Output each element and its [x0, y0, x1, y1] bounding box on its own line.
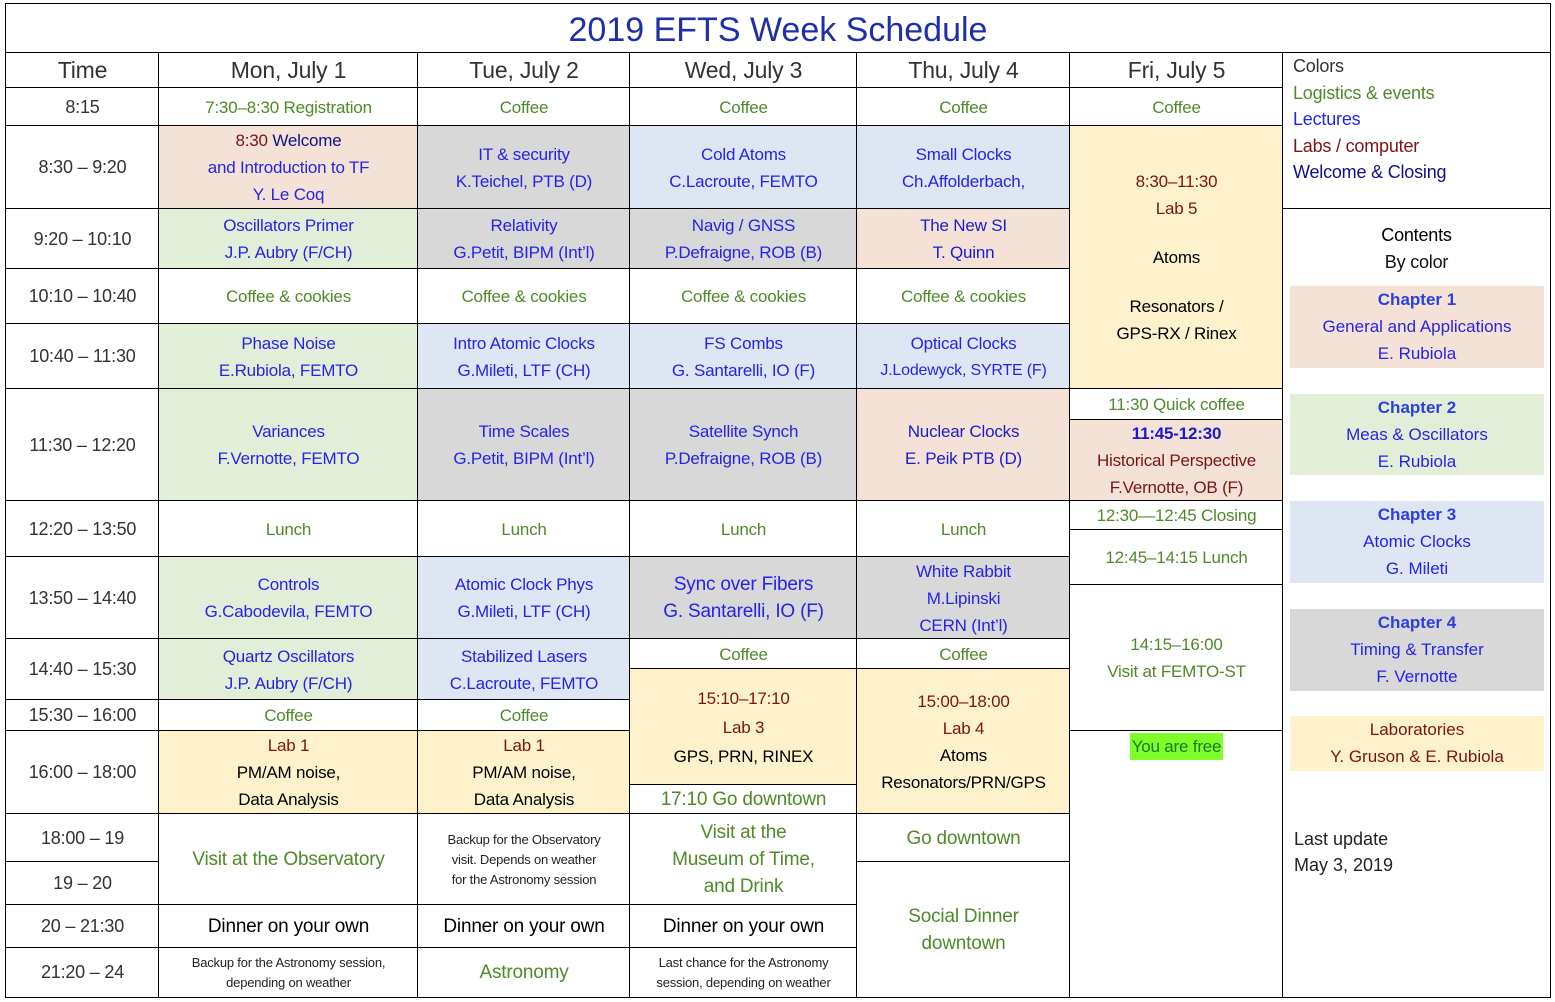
- tue-coffee: Coffee & cookies: [417, 268, 631, 325]
- time-slot: 12:20 – 13:50: [5, 500, 160, 558]
- legend-logistics: Logistics & events: [1293, 82, 1435, 103]
- header-wed: Wed, July 3: [629, 52, 858, 89]
- tue-lecture: IT & security K.Teichel, PTB (D): [417, 125, 631, 210]
- thu-lecture: White Rabbit M.Lipinski CERN (Int’l): [856, 556, 1071, 640]
- tue-lecture: Intro Atomic Clocks G.Mileti, LTF (CH): [417, 323, 631, 390]
- time-slot: 10:40 – 11:30: [5, 323, 160, 390]
- legend-lectures: Lectures: [1293, 109, 1361, 129]
- chapter-3: Chapter 3 Atomic Clocks G. Mileti: [1290, 501, 1544, 583]
- time-slot: 8:30 – 9:20: [5, 125, 160, 210]
- fri-quick-coffee: 11:30 Quick coffee: [1069, 388, 1284, 421]
- tue-astronomy: Astronomy: [417, 947, 631, 998]
- time-slot: 8:15: [5, 87, 160, 127]
- tue-lecture: Atomic Clock Phys G.Mileti, LTF (CH): [417, 556, 631, 640]
- time-slot: 16:00 – 18:00: [5, 730, 160, 815]
- time-slot: 14:40 – 15:30: [5, 638, 160, 701]
- wed-lecture: Satellite Synch P.Defraigne, ROB (B): [629, 388, 858, 502]
- mon-coffee: Coffee & cookies: [158, 268, 419, 325]
- fri-lab: 8:30–11:30 Lab 5 Atoms Resonators / GPS-RX /…: [1069, 125, 1284, 390]
- wed-coffee: Coffee: [629, 638, 858, 670]
- thu-coffee: Coffee: [856, 87, 1071, 127]
- tue-lecture: Relativity G.Petit, BIPM (Int’l): [417, 208, 631, 270]
- thu-lab: 15:00–18:00 Lab 4 Atoms Resonators/PRN/GPS: [856, 668, 1071, 815]
- tue-coffee: Coffee: [417, 699, 631, 732]
- mon-lecture: Phase Noise E.Rubiola, FEMTO: [158, 323, 419, 390]
- laboratories: Laboratories Y. Gruson & E. Rubiola: [1290, 716, 1544, 771]
- legend-labs: Labs / computer: [1293, 135, 1420, 156]
- mon-lab: Lab 1 PM/AM noise, Data Analysis: [158, 730, 419, 815]
- last-update: Last update May 3, 2019: [1294, 829, 1394, 875]
- mon-lecture: Oscillators Primer J.P. Aubry (F/CH): [158, 208, 419, 270]
- wed-lab: 15:10–17:10 Lab 3 GPS, PRN, RINEX: [629, 668, 858, 786]
- mon-dinner: Dinner on your own: [158, 904, 419, 949]
- chapter-4: Chapter 4 Timing & Transfer F. Vernotte: [1290, 609, 1544, 691]
- wed-lecture: FS Combs G. Santarelli, IO (F): [629, 323, 858, 390]
- wed-lecture: Sync over Fibers G. Santarelli, IO (F): [629, 556, 858, 640]
- mon-registration: 7:30–8:30 Registration: [158, 87, 419, 127]
- thu-go-downtown: Go downtown: [856, 813, 1071, 863]
- fri-lunch: 12:45–14:15 Lunch: [1069, 529, 1284, 586]
- wed-museum: Visit at the Museum of Time, and Drink: [629, 813, 858, 906]
- mon-welcome: 8:30 Welcome and Introduction to TF Y. Le …: [158, 125, 419, 210]
- chapter-1: Chapter 1 General and Applications E. Rubi…: [1290, 286, 1544, 368]
- header-thu: Thu, July 4: [856, 52, 1071, 89]
- color-legend: Colors Logistics & events Lectures Labs …: [1282, 52, 1551, 210]
- page-title: 2019 EFTS Week Schedule: [5, 3, 1551, 53]
- fri-closing: 12:30—12:45 Closing: [1069, 500, 1284, 531]
- thu-lecture: Optical Clocks J.Lodewyck, SYRTE (F): [856, 323, 1071, 390]
- wed-coffee: Coffee: [629, 87, 858, 127]
- fri-historical: 11:45-12:30 Historical Perspective F.Verno…: [1069, 419, 1284, 502]
- fri-visit: 14:15–16:00 Visit at FEMTO-ST: [1069, 584, 1284, 732]
- wed-lunch: Lunch: [629, 500, 858, 558]
- header-fri: Fri, July 5: [1069, 52, 1284, 89]
- time-slot: 13:50 – 14:40: [5, 556, 160, 640]
- thu-lunch: Lunch: [856, 500, 1071, 558]
- thu-lecture: Small Clocks Ch.Affolderbach,: [856, 125, 1071, 210]
- header-mon: Mon, July 1: [158, 52, 419, 89]
- fri-coffee: Coffee: [1069, 87, 1284, 127]
- mon-backup: Backup for the Astronomy session, dependi…: [158, 947, 419, 998]
- time-slot: 9:20 – 10:10: [5, 208, 160, 270]
- fri-you-are-free: You are free: [1069, 730, 1284, 998]
- wed-lecture: Cold Atoms C.Lacroute, FEMTO: [629, 125, 858, 210]
- tue-lab: Lab 1 PM/AM noise, Data Analysis: [417, 730, 631, 815]
- tue-lecture: Time Scales G.Petit, BIPM (Int’l): [417, 388, 631, 502]
- header-time: Time: [5, 52, 160, 89]
- time-slot: 20 – 21:30: [5, 904, 160, 949]
- wed-last-chance: Last chance for the Astronomy session, de…: [629, 947, 858, 998]
- mon-observatory: Visit at the Observatory: [158, 813, 419, 906]
- thu-lecture: Nuclear Clocks E. Peik PTB (D): [856, 388, 1071, 502]
- time-slot: 21:20 – 24: [5, 947, 160, 998]
- time-slot: 18:00 – 19: [5, 813, 160, 863]
- time-slot: 19 – 20: [5, 861, 160, 906]
- time-slot: 15:30 – 16:00: [5, 699, 160, 732]
- tue-coffee: Coffee: [417, 87, 631, 127]
- thu-coffee: Coffee & cookies: [856, 268, 1071, 325]
- wed-coffee: Coffee & cookies: [629, 268, 858, 325]
- header-tue: Tue, July 2: [417, 52, 631, 89]
- tue-backup: Backup for the Observatory visit. Depends…: [417, 813, 631, 906]
- mon-lecture: Quartz Oscillators J.P. Aubry (F/CH): [158, 638, 419, 701]
- time-slot: 11:30 – 12:20: [5, 388, 160, 502]
- mon-lecture: Controls G.Cabodevila, FEMTO: [158, 556, 419, 640]
- legend-welcome: Welcome & Closing: [1293, 162, 1447, 182]
- thu-lecture: The New SI T. Quinn: [856, 208, 1071, 270]
- wed-lecture: Navig / GNSS P.Defraigne, ROB (B): [629, 208, 858, 270]
- tue-lunch: Lunch: [417, 500, 631, 558]
- tue-lecture: Stabilized Lasers C.Lacroute, FEMTO: [417, 638, 631, 701]
- thu-coffee: Coffee: [856, 638, 1071, 670]
- time-slot: 10:10 – 10:40: [5, 268, 160, 325]
- mon-lunch: Lunch: [158, 500, 419, 558]
- mon-lecture: Variances F.Vernotte, FEMTO: [158, 388, 419, 502]
- mon-coffee: Coffee: [158, 699, 419, 732]
- chapter-2: Chapter 2 Meas & Oscillators E. Rubiola: [1290, 394, 1544, 475]
- wed-go-downtown: 17:10 Go downtown: [629, 784, 858, 815]
- thu-social-dinner: Social Dinner downtown: [856, 861, 1071, 998]
- wed-dinner: Dinner on your own: [629, 904, 858, 949]
- tue-dinner: Dinner on your own: [417, 904, 631, 949]
